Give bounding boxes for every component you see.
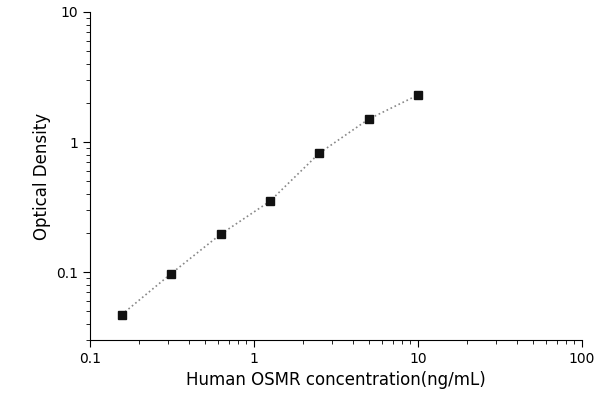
Y-axis label: Optical Density: Optical Density: [32, 112, 50, 240]
X-axis label: Human OSMR concentration(ng/mL): Human OSMR concentration(ng/mL): [186, 371, 486, 389]
